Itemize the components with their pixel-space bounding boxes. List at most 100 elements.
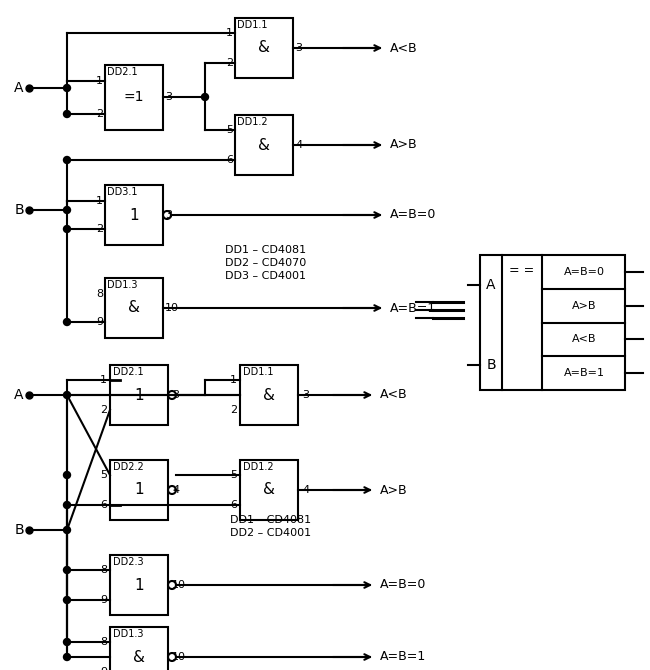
Text: A=B=1: A=B=1: [380, 651, 426, 663]
Text: A: A: [486, 278, 496, 292]
Text: DD1.3: DD1.3: [113, 629, 144, 639]
Circle shape: [64, 653, 70, 661]
Text: 1: 1: [96, 76, 103, 86]
Text: &: &: [133, 649, 145, 665]
Circle shape: [64, 502, 70, 509]
Bar: [105, 65, 163, 130]
Text: A=B=1: A=B=1: [390, 302, 436, 314]
Text: DD2.3: DD2.3: [113, 557, 144, 567]
Text: 3: 3: [165, 210, 172, 220]
Text: 5: 5: [226, 125, 233, 135]
Text: A=B=0: A=B=0: [390, 208, 436, 222]
Text: A>B: A>B: [572, 301, 596, 311]
Circle shape: [64, 596, 70, 604]
Text: A=B=0: A=B=0: [380, 578, 426, 592]
Text: DD1.1: DD1.1: [237, 20, 268, 30]
Text: 4: 4: [172, 485, 179, 495]
Text: = =: = =: [510, 263, 534, 277]
Text: 6: 6: [226, 155, 233, 165]
Text: 2: 2: [96, 224, 103, 234]
Text: 4: 4: [302, 485, 309, 495]
Text: 1: 1: [100, 375, 107, 385]
Text: 3: 3: [302, 390, 309, 400]
Text: 3: 3: [295, 43, 302, 53]
Circle shape: [64, 226, 70, 232]
Circle shape: [64, 567, 70, 574]
Text: 8: 8: [100, 565, 107, 575]
Text: 5: 5: [230, 470, 237, 480]
Bar: [235, 18, 293, 78]
Text: 10: 10: [172, 580, 186, 590]
Text: 3: 3: [172, 390, 179, 400]
Text: &: &: [258, 40, 270, 56]
Text: DD3.1: DD3.1: [107, 187, 138, 197]
Bar: [110, 460, 168, 520]
Text: 6: 6: [230, 500, 237, 510]
Circle shape: [64, 527, 70, 533]
Text: DD2.1: DD2.1: [107, 67, 138, 77]
Text: A<B: A<B: [572, 334, 596, 344]
Text: 1: 1: [129, 208, 139, 222]
Text: 1: 1: [134, 482, 144, 498]
Text: A: A: [14, 81, 24, 95]
Text: 2: 2: [96, 109, 103, 119]
Text: &: &: [128, 301, 140, 316]
Circle shape: [64, 391, 70, 399]
Text: DD1.1: DD1.1: [243, 367, 274, 377]
Text: A=B=0: A=B=0: [564, 267, 604, 277]
Text: 1: 1: [230, 375, 237, 385]
Text: 9: 9: [96, 317, 103, 327]
Text: 2: 2: [230, 405, 237, 415]
Text: DD2 – CD4001: DD2 – CD4001: [230, 528, 311, 538]
Text: =1: =1: [124, 90, 144, 104]
Text: B: B: [486, 358, 496, 372]
Text: 6: 6: [100, 500, 107, 510]
Text: 2: 2: [100, 405, 107, 415]
Text: DD1.2: DD1.2: [243, 462, 274, 472]
Bar: [235, 115, 293, 175]
Circle shape: [64, 84, 70, 92]
Bar: [480, 255, 625, 390]
Circle shape: [64, 318, 70, 326]
Text: A>B: A>B: [390, 139, 417, 151]
Text: DD2.1: DD2.1: [113, 367, 144, 377]
Text: 10: 10: [165, 303, 179, 313]
Bar: [240, 460, 298, 520]
Bar: [110, 627, 168, 670]
Text: A: A: [14, 388, 24, 402]
Text: B: B: [14, 523, 24, 537]
Text: 1: 1: [134, 578, 144, 592]
Text: 1: 1: [134, 387, 144, 403]
Circle shape: [64, 206, 70, 214]
Text: DD3 – CD4001: DD3 – CD4001: [225, 271, 306, 281]
Bar: [110, 365, 168, 425]
Text: 1: 1: [226, 28, 233, 38]
Text: A<B: A<B: [390, 42, 417, 54]
Text: &: &: [263, 387, 275, 403]
Text: DD2 – CD4070: DD2 – CD4070: [225, 258, 306, 268]
Circle shape: [64, 111, 70, 117]
Text: DD1 – CD4081: DD1 – CD4081: [225, 245, 306, 255]
Text: 8: 8: [96, 289, 103, 299]
Text: 9: 9: [100, 667, 107, 670]
Text: DD1.3: DD1.3: [107, 280, 138, 290]
Bar: [105, 185, 163, 245]
Text: A=B=1: A=B=1: [564, 368, 604, 378]
Bar: [240, 365, 298, 425]
Text: 3: 3: [165, 92, 172, 102]
Circle shape: [64, 639, 70, 645]
Text: A<B: A<B: [380, 389, 408, 401]
Circle shape: [64, 157, 70, 163]
Text: 5: 5: [100, 470, 107, 480]
Text: 9: 9: [100, 595, 107, 605]
Text: DD1.2: DD1.2: [237, 117, 268, 127]
Circle shape: [64, 472, 70, 478]
Bar: [110, 555, 168, 615]
Text: A>B: A>B: [380, 484, 408, 496]
Text: 10: 10: [172, 652, 186, 662]
Text: B: B: [14, 203, 24, 217]
Circle shape: [202, 94, 209, 100]
Bar: [105, 278, 163, 338]
Text: 2: 2: [226, 58, 233, 68]
Text: 1: 1: [96, 196, 103, 206]
